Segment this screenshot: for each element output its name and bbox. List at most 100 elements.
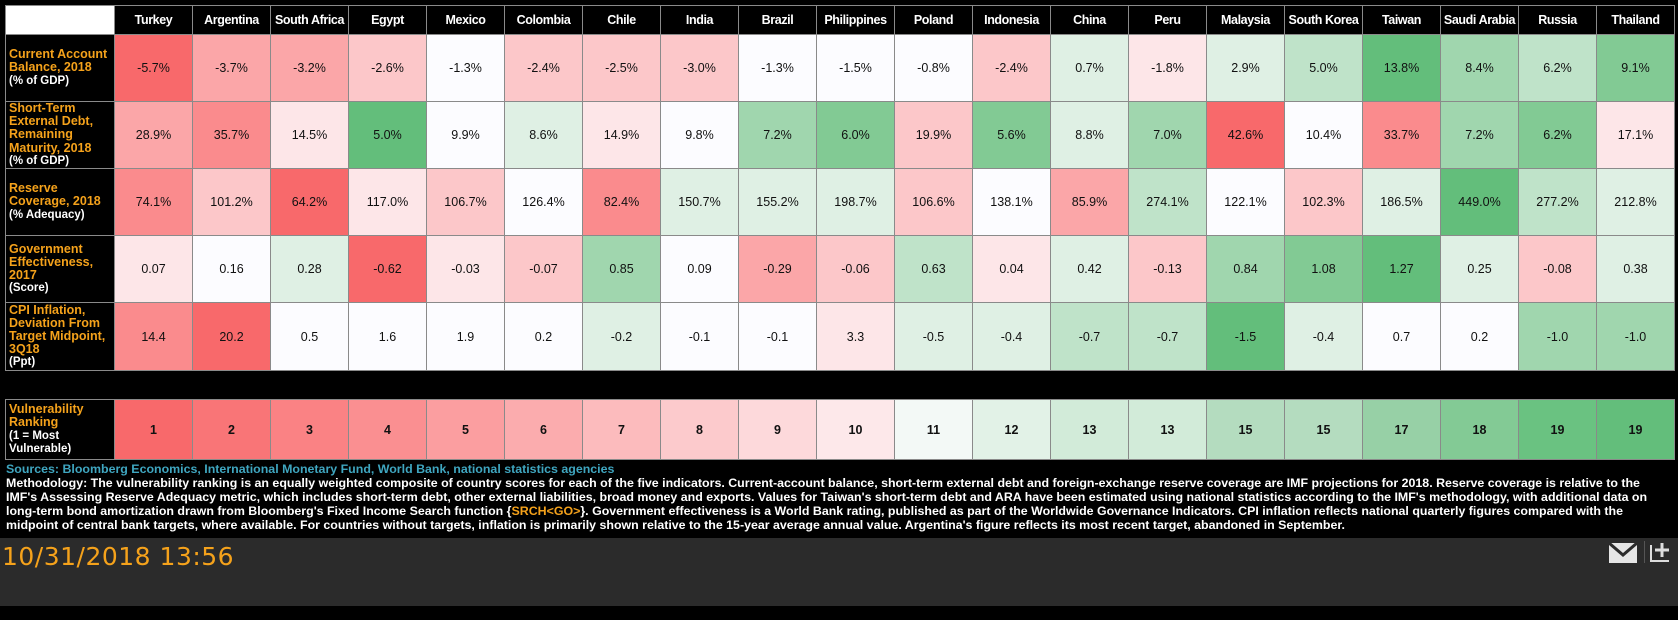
column-header-india: India [660, 5, 739, 35]
expand-icon[interactable] [1644, 541, 1675, 564]
srch-function-link[interactable]: SRCH<GO> [511, 504, 581, 519]
column-header-south-africa: South Africa [270, 5, 349, 35]
table-cell: 20.2 [192, 302, 271, 372]
table-cell: 0.2 [504, 302, 583, 372]
table-cell: 5.0% [348, 100, 427, 170]
column-header-russia: Russia [1518, 5, 1597, 35]
table-cell: -0.62 [348, 235, 427, 304]
table-cell: 117.0% [348, 168, 427, 237]
sources-text: Sources: Bloomberg Economics, Internatio… [6, 462, 615, 477]
table-cell: 5.6% [972, 100, 1051, 170]
methodology-part-2: }. Government effectiveness is a World B… [6, 504, 1623, 533]
table-cell: 13.8% [1362, 34, 1441, 102]
column-header-egypt: Egypt [348, 5, 427, 35]
row-label: Government Effectiveness, 2017 (Score) [5, 235, 115, 304]
ranking-cell: 6 [504, 399, 583, 461]
table-cell: 138.1% [972, 168, 1051, 237]
table-cell: 0.42 [1050, 235, 1129, 304]
row-label: CPI Inflation, Deviation From Target Mid… [5, 302, 115, 372]
table-cell: 0.38 [1596, 235, 1675, 304]
table-cell: 2.9% [1206, 34, 1285, 102]
table-cell: 0.16 [192, 235, 271, 304]
table-cell: 14.5% [270, 100, 349, 170]
table-cell: -0.7 [1050, 302, 1129, 372]
ranking-cell: 7 [582, 399, 661, 461]
column-header-peru: Peru [1128, 5, 1207, 35]
table-cell: 14.4 [114, 302, 193, 372]
ranking-cell: 13 [1050, 399, 1129, 461]
ranking-cell: 2 [192, 399, 271, 461]
table-cell: 17.1% [1596, 100, 1675, 170]
table-cell: 274.1% [1128, 168, 1207, 237]
table-container: Turkey Argentina South Africa Egypt Mexico Co… [5, 5, 1675, 461]
column-header-thailand: Thailand [1596, 5, 1675, 35]
table-cell: 122.1% [1206, 168, 1285, 237]
table-cell: 1.9 [426, 302, 505, 372]
table-cell: -3.7% [192, 34, 271, 102]
table-cell: 7.0% [1128, 100, 1207, 170]
column-header-argentina: Argentina [192, 5, 271, 35]
table-cell: 7.2% [1440, 100, 1519, 170]
row-label-unit: (1 = Most Vulnerable) [9, 429, 72, 455]
table-cell: 9.9% [426, 100, 505, 170]
corner-cell [5, 5, 115, 35]
table-cell: -1.8% [1128, 34, 1207, 102]
ranking-cell: 19 [1596, 399, 1675, 461]
table-cell: -1.5 [1206, 302, 1285, 372]
table-cell: -0.06 [816, 235, 895, 304]
table-cell: 1.08 [1284, 235, 1363, 304]
table-cell: 198.7% [816, 168, 895, 237]
table-cell: -0.4 [972, 302, 1051, 372]
column-header-taiwan: Taiwan [1362, 5, 1441, 35]
table-cell: 33.7% [1362, 100, 1441, 170]
ranking-cell: 13 [1128, 399, 1207, 461]
table-cell: 126.4% [504, 168, 583, 237]
column-header-brazil: Brazil [738, 5, 817, 35]
table-cell: 74.1% [114, 168, 193, 237]
ranking-cell: 1 [114, 399, 193, 461]
table-cell: -1.3% [738, 34, 817, 102]
table-cell: 7.2% [738, 100, 817, 170]
table-row: Reserve Coverage, 2018 (% Adequacy) 74.1% 1… [5, 168, 1675, 237]
row-label-unit: (% of GDP) [9, 74, 70, 87]
ranking-cell: 8 [660, 399, 739, 461]
table-cell: 101.2% [192, 168, 271, 237]
row-label: Reserve Coverage, 2018 (% Adequacy) [5, 168, 115, 237]
table-cell: -3.0% [660, 34, 739, 102]
table-cell: -1.3% [426, 34, 505, 102]
table-cell: -0.2 [582, 302, 661, 372]
table-cell: -2.5% [582, 34, 661, 102]
row-label: Short-Term External Debt, Remaining Matu… [5, 100, 115, 170]
table-cell: 0.7 [1362, 302, 1441, 372]
methodology-text: Methodology: The vulnerability ranking i… [6, 476, 1674, 532]
spacer-row [5, 370, 1675, 400]
ranking-cell: 11 [894, 399, 973, 461]
table-cell: 6.2% [1518, 34, 1597, 102]
row-label: Vulnerability Ranking (1 = Most Vulnerabl… [5, 399, 115, 461]
column-header-china: China [1050, 5, 1129, 35]
column-header-turkey: Turkey [114, 5, 193, 35]
table-cell: -0.03 [426, 235, 505, 304]
table-cell: 85.9% [1050, 168, 1129, 237]
notes: Sources: Bloomberg Economics, Internatio… [6, 462, 1674, 532]
table-cell: 5.0% [1284, 34, 1363, 102]
ranking-cell: 15 [1206, 399, 1285, 461]
table-cell: 6.0% [816, 100, 895, 170]
table-cell: 0.7% [1050, 34, 1129, 102]
table-cell: 155.2% [738, 168, 817, 237]
ranking-cell: 5 [426, 399, 505, 461]
table-cell: -0.5 [894, 302, 973, 372]
table-row: Government Effectiveness, 2017 (Score) 0.0… [5, 235, 1675, 304]
table-cell: 106.7% [426, 168, 505, 237]
table-cell: 0.28 [270, 235, 349, 304]
table-cell: 6.2% [1518, 100, 1597, 170]
mail-icon[interactable] [1609, 543, 1637, 564]
table-cell: 186.5% [1362, 168, 1441, 237]
table-cell: 449.0% [1440, 168, 1519, 237]
table-row: Short-Term External Debt, Remaining Matu… [5, 100, 1675, 170]
column-header-poland: Poland [894, 5, 973, 35]
table-row: Current Account Balance, 2018 (% of GDP) -… [5, 34, 1675, 102]
table-cell: 3.3 [816, 302, 895, 372]
table-cell: 212.8% [1596, 168, 1675, 237]
row-label-unit: (Score) [9, 282, 49, 295]
